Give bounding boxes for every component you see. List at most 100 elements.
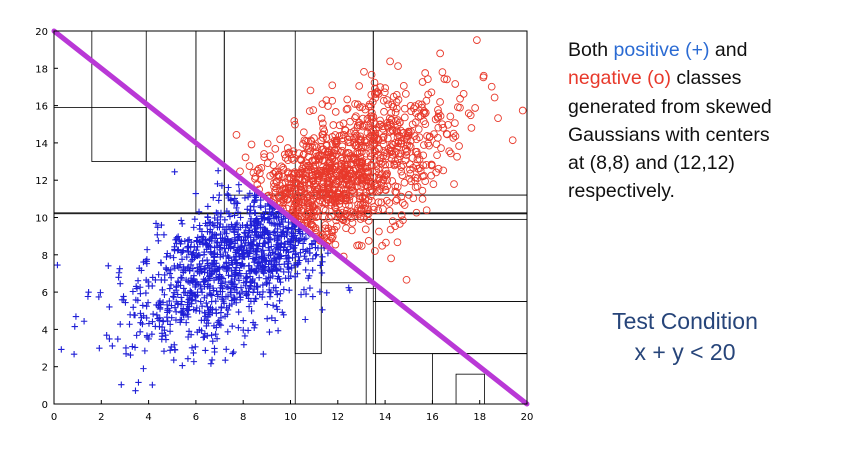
positive-point xyxy=(222,278,229,286)
negative-point xyxy=(329,121,338,129)
positive-point xyxy=(103,331,110,339)
negative-point xyxy=(464,109,473,118)
positive-point xyxy=(319,306,326,314)
negative-point xyxy=(346,169,354,178)
positive-point xyxy=(118,381,125,388)
negative-point xyxy=(299,161,308,169)
positive-point xyxy=(178,274,186,282)
negative-point xyxy=(322,164,330,173)
negative-point xyxy=(377,198,386,207)
negative-point xyxy=(354,200,362,209)
positive-point xyxy=(302,316,309,323)
positive-point xyxy=(198,289,206,296)
positive-point xyxy=(194,328,201,336)
positive-point xyxy=(248,229,256,236)
positive-point xyxy=(171,304,179,311)
partition-box xyxy=(375,353,528,405)
y-tick-label: 14 xyxy=(35,139,48,150)
negative-point xyxy=(380,107,388,116)
positive-point xyxy=(234,209,242,216)
negative-point xyxy=(361,225,370,234)
positive-point xyxy=(218,280,226,287)
positive-point xyxy=(178,220,186,228)
positive-point xyxy=(204,303,211,310)
positive-point xyxy=(241,194,249,202)
negative-point xyxy=(393,116,402,124)
positive-point xyxy=(158,323,166,331)
positive-point xyxy=(227,285,235,292)
negative-point xyxy=(400,178,409,187)
positive-point xyxy=(211,257,218,265)
positive-point xyxy=(274,291,281,298)
positive-point xyxy=(225,184,232,191)
positive-point xyxy=(234,260,241,267)
positive-point xyxy=(249,255,257,262)
negative-point xyxy=(341,168,350,176)
negative-point xyxy=(306,147,315,156)
negative-point xyxy=(375,227,383,236)
positive-point xyxy=(216,191,223,199)
negative-point xyxy=(357,242,366,250)
negative-point xyxy=(241,153,250,162)
negative-point xyxy=(355,82,364,90)
positive-point xyxy=(274,327,282,334)
positive-point xyxy=(258,232,266,239)
negative-point xyxy=(405,174,414,183)
positive-point xyxy=(200,334,207,341)
negative-point xyxy=(368,108,376,117)
positive-point xyxy=(190,249,197,256)
negative-point xyxy=(392,104,401,113)
positive-point xyxy=(155,237,162,245)
positive-point xyxy=(252,268,259,275)
positive-point xyxy=(272,232,280,239)
negative-point xyxy=(370,151,379,160)
positive-point xyxy=(255,274,263,281)
negative-point xyxy=(364,237,373,245)
negative-point xyxy=(318,119,327,128)
positive-point xyxy=(172,308,180,316)
positive-point xyxy=(210,194,217,201)
positive-point xyxy=(250,203,258,210)
negative-point xyxy=(319,145,328,154)
negative-point xyxy=(366,149,375,157)
positive-point xyxy=(227,196,235,203)
positive-point xyxy=(178,217,185,224)
negative-point xyxy=(401,145,410,153)
positive-point xyxy=(218,303,225,311)
negative-point xyxy=(369,132,377,140)
decision-line xyxy=(51,28,530,407)
positive-point xyxy=(130,304,137,311)
positive-point xyxy=(262,263,269,270)
negative-point xyxy=(345,166,354,174)
negative-point xyxy=(429,180,438,188)
negative-point xyxy=(306,209,315,218)
positive-point xyxy=(118,296,126,303)
positive-point xyxy=(192,343,199,350)
negative-point xyxy=(340,213,349,222)
negative-point xyxy=(446,112,455,121)
positive-point xyxy=(266,328,273,336)
positive-point xyxy=(273,267,280,275)
positive-point xyxy=(346,287,353,294)
negative-point xyxy=(424,139,432,148)
positive-point xyxy=(172,284,180,291)
positive-point xyxy=(174,291,181,298)
positive-point xyxy=(166,321,174,328)
negative-point xyxy=(399,82,408,90)
positive-point xyxy=(291,232,299,239)
positive-point xyxy=(306,245,313,252)
negative-point xyxy=(292,205,301,214)
negative-point xyxy=(341,210,350,219)
positive-point xyxy=(217,314,225,322)
negative-point xyxy=(351,100,359,108)
negative-point xyxy=(352,131,361,140)
negative-point xyxy=(385,199,394,207)
description-text-and: and xyxy=(709,39,748,61)
positive-point xyxy=(214,210,222,217)
negative-point xyxy=(375,186,384,195)
negative-point xyxy=(263,159,272,168)
positive-point xyxy=(184,310,191,318)
negative-point xyxy=(356,194,364,203)
negative-point xyxy=(381,185,390,194)
positive-point xyxy=(214,180,221,188)
